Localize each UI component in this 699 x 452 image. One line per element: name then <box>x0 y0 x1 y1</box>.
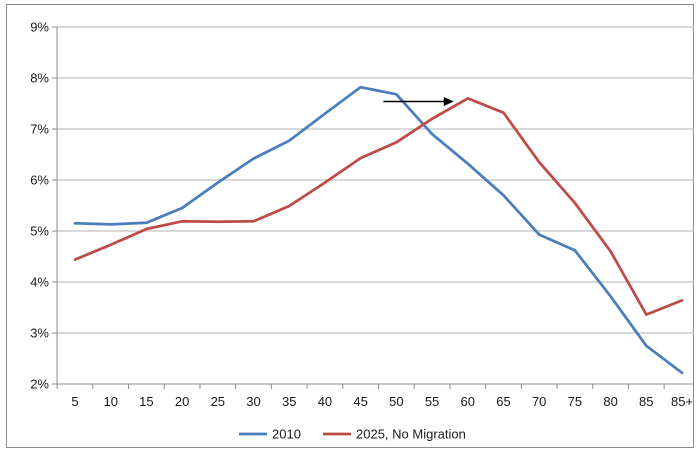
x-tick-label: 20 <box>175 394 189 409</box>
x-tick-label: 80 <box>603 394 617 409</box>
x-tick-label: 45 <box>353 394 367 409</box>
chart-frame: 2% 3% 4% 5% 6% 7% 8% 9% 5 10 15 20 25 30 35 40 45 50 55 60 6… <box>6 4 694 448</box>
y-tick-label: 3% <box>30 326 49 341</box>
x-tick-label: 55 <box>425 394 439 409</box>
x-tick-label: 75 <box>568 394 582 409</box>
x-tick-label: 50 <box>389 394 403 409</box>
x-tick-label: 15 <box>139 394 153 409</box>
y-tick-label: 4% <box>30 275 49 290</box>
y-tick-label: 8% <box>30 71 49 86</box>
x-tick-label: 70 <box>532 394 546 409</box>
series-line-secondary <box>73 97 684 316</box>
y-tick-label: 9% <box>30 20 49 35</box>
x-tick-label: 40 <box>318 394 332 409</box>
series-line-primary <box>73 85 684 375</box>
x-tick-label: 5 <box>71 394 78 409</box>
y-tick-label: 6% <box>30 173 49 188</box>
y-tick-label: 5% <box>30 224 49 239</box>
y-tick-label: 2% <box>30 377 49 392</box>
x-tick-label: 35 <box>282 394 296 409</box>
annotation-arrow-head <box>443 96 454 106</box>
x-tick-label: 85 <box>639 394 653 409</box>
x-tick-label: 60 <box>461 394 475 409</box>
legend-label: 2025, No Migration <box>356 427 466 442</box>
line-chart: 2% 3% 4% 5% 6% 7% 8% 9% 5 10 15 20 25 30 35 40 45 50 55 60 6… <box>30 20 694 442</box>
x-tick-label: 65 <box>496 394 510 409</box>
x-tick-label: 10 <box>103 394 117 409</box>
x-tick-label: 30 <box>246 394 260 409</box>
y-tick-label: 7% <box>30 122 49 137</box>
x-tick-label: 85+ <box>671 394 693 409</box>
legend-label: 2010 <box>272 427 301 442</box>
x-tick-label: 25 <box>211 394 225 409</box>
